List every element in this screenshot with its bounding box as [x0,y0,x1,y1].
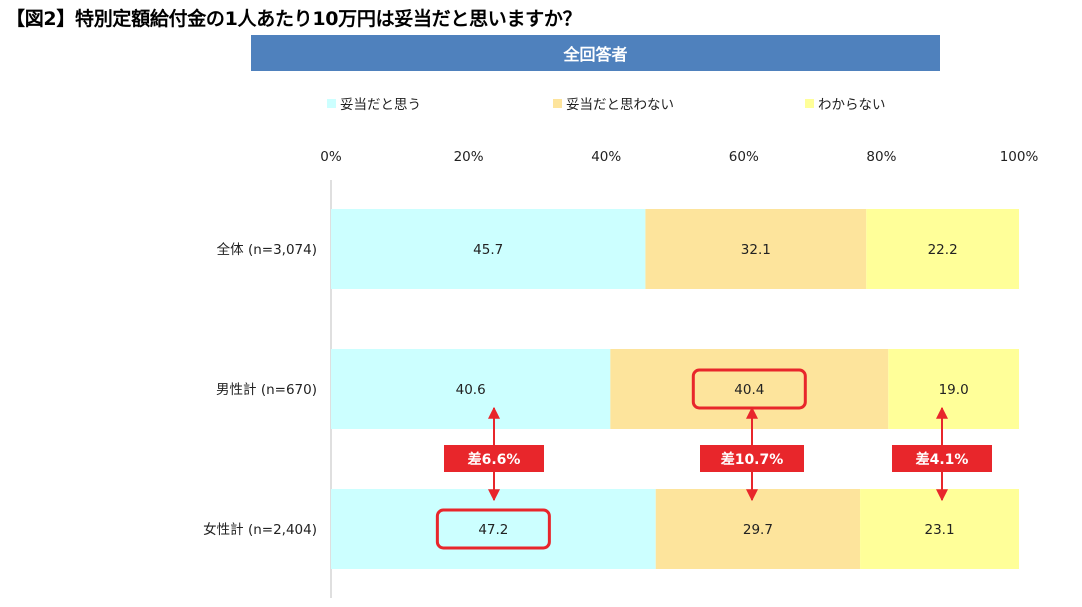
difference-box [444,445,544,472]
category-label: 全体 (n=3,074) [217,241,317,258]
bar-segment [331,489,656,569]
category-label: 女性計 (n=2,404) [203,521,317,538]
x-tick-label: 0% [320,149,342,165]
legend-swatch-unknown [805,98,814,108]
difference-label: 差6.6% [468,451,521,468]
difference-box [892,445,992,472]
legend-label-agree: 妥当だと思う [340,97,421,113]
x-tick-label: 40% [591,149,621,165]
bar-segment [888,349,1019,429]
x-tick-label: 20% [454,149,484,165]
bar-value-label: 23.1 [925,522,955,538]
bar-value-label: 19.0 [939,382,969,398]
bar-value-label: 47.2 [478,522,508,538]
bar-segment [331,349,611,429]
bar-value-label: 29.7 [743,522,773,538]
legend-swatch-agree [327,98,336,108]
bar-segment [331,209,646,289]
legend-item-unknown: わからない [805,93,886,113]
difference-box [700,445,804,472]
category-label: 男性計 (n=670) [216,382,317,398]
x-tick-label: 80% [866,149,896,165]
x-tick-label: 60% [729,149,759,165]
highlight-box [435,508,551,550]
x-tick-label: 100% [1000,149,1039,165]
bar-segment [866,209,1019,289]
legend-swatch-disagree [553,98,562,108]
difference-label: 差4.1% [916,451,969,468]
bar-segment [860,489,1019,569]
bar-value-label: 40.4 [734,382,764,398]
bar-segment [645,209,867,289]
legend-label-disagree: 妥当だと思わない [566,97,674,113]
respondent-banner: 全回答者 [251,35,940,71]
legend-item-disagree: 妥当だと思わない [553,93,674,113]
difference-label: 差10.7% [721,451,784,468]
bar-value-label: 45.7 [473,242,503,258]
legend-item-agree: 妥当だと思う [327,93,421,113]
figure-title: 【図2】特別定額給付金の1人あたり10万円は妥当だと思いますか？ [6,8,582,30]
bar-value-label: 40.6 [456,382,486,398]
bar-segment [655,489,861,569]
legend-label-unknown: わからない [818,97,886,113]
bar-value-label: 32.1 [741,242,771,258]
bar-value-label: 22.2 [928,242,958,258]
